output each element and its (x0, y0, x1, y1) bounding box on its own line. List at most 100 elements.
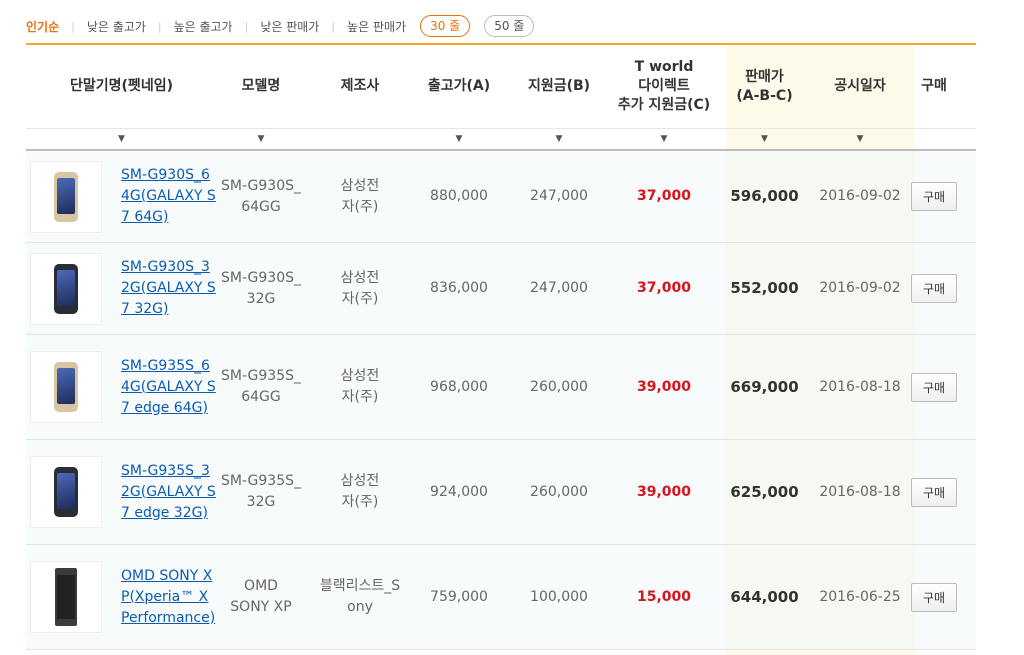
header-factory-price: 출고가(A) (427, 78, 491, 94)
header-tworld-extra: T world 다이렉트 추가 지원금(C) (615, 45, 713, 128)
support-cell: 247,000 (530, 280, 588, 296)
phone-thumbnail[interactable] (30, 252, 102, 325)
phone-thumbnail[interactable] (30, 456, 102, 528)
model-cell: SM-G935S_64GG (221, 368, 301, 405)
buy-button[interactable]: 구매 (911, 582, 957, 612)
maker-cell: 삼성전자(주) (340, 368, 380, 405)
header-support: 지원금(B) (527, 78, 591, 94)
product-link[interactable]: OMD SONY XP(Xperia™ X Performance) (121, 567, 216, 626)
maker-cell: 삼성전자(주) (340, 473, 380, 510)
buy-button[interactable]: 구매 (911, 274, 957, 303)
product-link[interactable]: SM-G930S_64G(GALAXY S7 64G) (121, 167, 216, 225)
buy-cell: 구매 (904, 151, 964, 242)
date-cell: 2016-08-18 (819, 483, 901, 500)
product-cell: SM-G935S_64G(GALAXY S7 edge 64G) (26, 335, 217, 439)
divider: | (331, 19, 336, 33)
header-sale-line1: 판매가 (745, 68, 784, 85)
xperia-x-icon (55, 568, 77, 626)
factory-price-cell: 880,000 (430, 188, 488, 204)
product-cell: SM-G930S_64G(GALAXY S7 64G) (26, 151, 217, 242)
sort-popular[interactable]: 인기순 (26, 19, 60, 34)
extra-support-cell: 37,000 (636, 280, 692, 296)
sale-price-cell: 644,000 (730, 587, 799, 606)
sort-extra-arrow-icon[interactable]: ▼ (660, 134, 668, 144)
buy-button[interactable]: 구매 (911, 477, 957, 507)
product-link[interactable]: SM-G935S_64G(GALAXY S7 edge 64G) (121, 357, 216, 416)
sort-name-arrow-icon[interactable]: ▼ (118, 134, 125, 144)
phone-thumbnail[interactable] (30, 160, 102, 233)
divider: | (157, 19, 162, 33)
divider: | (244, 19, 249, 33)
header-date: 공시일자 (834, 78, 886, 94)
sort-date-arrow-icon[interactable]: ▼ (856, 134, 864, 144)
date-cell: 2016-08-18 (819, 378, 901, 395)
factory-price-cell: 759,000 (430, 588, 488, 605)
factory-price-cell: 836,000 (430, 280, 488, 296)
buy-cell: 구매 (904, 243, 964, 334)
buy-button[interactable]: 구매 (911, 182, 957, 211)
header-maker: 제조사 (340, 78, 380, 94)
maker-cell: 삼성전자(주) (340, 269, 380, 307)
buy-button[interactable]: 구매 (911, 372, 957, 402)
sort-low-factory-price[interactable]: 낮은 출고가 (86, 19, 146, 34)
sale-price-cell: 625,000 (730, 482, 799, 501)
galaxy-s7-edge-black-icon (54, 467, 78, 517)
sort-model-arrow-icon[interactable]: ▼ (257, 134, 265, 144)
sort-low-sale-price[interactable]: 낮은 판매가 (260, 19, 320, 34)
buy-cell: 구매 (904, 335, 964, 439)
sale-price-cell: 596,000 (730, 187, 799, 205)
header-buy: 구매 (921, 78, 947, 94)
sort-high-factory-price[interactable]: 높은 출고가 (173, 19, 233, 34)
factory-price-cell: 924,000 (430, 483, 488, 500)
phone-thumbnail[interactable] (30, 351, 102, 423)
phone-price-table: 단말기명(펫네임) 모델명 제조사 출고가(A) 지원금(B) T world … (26, 45, 976, 655)
galaxy-s7-gold-icon (54, 171, 78, 222)
product-link[interactable]: SM-G930S_32G(GALAXY S7 32G) (121, 259, 216, 317)
sort-high-sale-price[interactable]: 높은 판매가 (347, 19, 407, 34)
extra-support-cell: 37,000 (636, 188, 692, 204)
extra-support-cell: 39,000 (636, 483, 692, 500)
sort-maker-spacer (305, 129, 415, 149)
product-cell: SM-G930S_32G(GALAXY S7 32G) (26, 243, 217, 334)
buy-cell: 구매 (904, 545, 964, 649)
date-cell: 2016-09-02 (819, 280, 901, 296)
page-size-30-button[interactable]: 30 줄 (420, 15, 471, 37)
extra-support-cell: 15,000 (636, 588, 692, 605)
header-sale-line2: (A-B-C) (736, 87, 793, 104)
sort-sale-arrow-icon[interactable]: ▼ (761, 134, 768, 144)
date-cell: 2016-09-02 (819, 188, 901, 204)
phone-thumbnail[interactable] (30, 561, 102, 633)
divider: | (71, 19, 75, 33)
table-row: SM-G935S_32G(GALAXY S7 edge 32G) SM-G935… (26, 440, 976, 545)
table-header: 단말기명(펫네임) 모델명 제조사 출고가(A) 지원금(B) T world … (26, 45, 976, 129)
factory-price-cell: 968,000 (430, 378, 488, 395)
support-cell: 247,000 (530, 188, 588, 204)
model-cell: SM-G930S_64GG (221, 177, 301, 215)
support-cell: 100,000 (530, 588, 588, 605)
header-tworld-line2: 다이렉트 (638, 78, 690, 94)
model-cell: OMD SONY XP (230, 578, 292, 615)
sale-price-cell: 669,000 (730, 377, 799, 396)
table-body: SM-G930S_64G(GALAXY S7 64G) SM-G930S_64G… (26, 151, 976, 650)
maker-cell: 삼성전자(주) (340, 177, 380, 215)
sort-factory-arrow-icon[interactable]: ▼ (455, 134, 463, 144)
model-cell: SM-G935S_32G (221, 473, 301, 510)
galaxy-s7-edge-gold-icon (54, 362, 78, 412)
sort-buy-spacer (904, 129, 964, 149)
table-row: SM-G930S_32G(GALAXY S7 32G) SM-G930S_32G… (26, 243, 976, 335)
sort-support-arrow-icon[interactable]: ▼ (555, 134, 563, 144)
buy-cell: 구매 (904, 440, 964, 544)
page-size-50-button[interactable]: 50 줄 (484, 15, 535, 37)
header-tworld-line3: 추가 지원금(C) (617, 97, 711, 113)
support-cell: 260,000 (530, 378, 588, 395)
header-name: 단말기명(펫네임) (70, 78, 173, 94)
support-cell: 260,000 (530, 483, 588, 500)
product-link[interactable]: SM-G935S_32G(GALAXY S7 edge 32G) (121, 462, 216, 521)
sort-arrow-row: ▼ ▼ ▼ ▼ ▼ ▼ ▼ (26, 129, 976, 151)
date-cell: 2016-06-25 (819, 588, 901, 605)
sort-bar: 인기순 | 낮은 출고가 | 높은 출고가 | 낮은 판매가 | 높은 판매가 … (26, 14, 976, 38)
sale-price-cell: 552,000 (730, 279, 799, 297)
table-row: OMD SONY XP(Xperia™ X Performance) OMD S… (26, 545, 976, 650)
header-model: 모델명 (241, 78, 281, 94)
header-divider (26, 43, 976, 45)
